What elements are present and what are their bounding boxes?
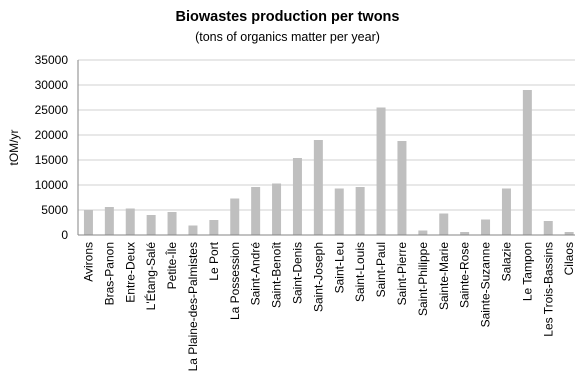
x-tick-label: Bras-Panon bbox=[102, 242, 116, 305]
x-tick-label: Avirons bbox=[81, 242, 95, 282]
bar bbox=[501, 188, 511, 235]
chart-title: Biowastes production per twons bbox=[175, 9, 400, 25]
x-tick-label: Sainte-Rose bbox=[458, 242, 472, 308]
y-tick-label: 35000 bbox=[35, 53, 69, 67]
y-axis-label: tOM/yr bbox=[7, 130, 21, 166]
x-tick-label: Cilaos bbox=[562, 242, 575, 275]
x-tick-label: Saint-Benoît bbox=[270, 241, 284, 308]
bar bbox=[83, 210, 93, 235]
chart-subtitle: (tons of organics matter per year) bbox=[195, 30, 380, 44]
bar bbox=[439, 213, 449, 235]
x-tick-label: Le Port bbox=[207, 241, 221, 280]
bar bbox=[460, 232, 470, 235]
y-tick-label: 25000 bbox=[35, 103, 69, 117]
x-tick-label: Saint-Joseph bbox=[311, 242, 325, 312]
bar bbox=[376, 107, 386, 235]
bar bbox=[397, 141, 407, 235]
x-tick-label: Saint-Philippe bbox=[416, 242, 430, 316]
x-tick-label: Sainte-Marie bbox=[437, 242, 451, 310]
bar bbox=[355, 187, 365, 235]
bar bbox=[125, 208, 135, 235]
x-tick-label: Saint-André bbox=[249, 242, 263, 306]
x-tick-label: Saint-Pierre bbox=[395, 242, 409, 306]
bar bbox=[334, 188, 344, 235]
bar bbox=[209, 220, 219, 235]
x-tick-label: Saint-Paul bbox=[374, 242, 388, 297]
x-tick-label: Les Trois-Bassins bbox=[541, 242, 555, 337]
bar bbox=[167, 212, 177, 235]
x-tick-label: La Possession bbox=[228, 242, 242, 320]
x-tick-label: Entre-Deux bbox=[123, 242, 137, 303]
x-tick-label: Le Tampon bbox=[520, 242, 534, 301]
bar bbox=[481, 219, 491, 235]
y-tick-label: 0 bbox=[61, 228, 68, 242]
x-tick-label: Saint-Denis bbox=[290, 242, 304, 304]
bar bbox=[188, 225, 198, 235]
x-tick-label: La Plaine-des-Palmistes bbox=[186, 242, 200, 371]
x-tick-label: Saint-Leu bbox=[332, 242, 346, 293]
y-tick-label: 5000 bbox=[41, 203, 68, 217]
y-tick-label: 20000 bbox=[35, 128, 69, 142]
x-tick-label: L'Étang-Salé bbox=[143, 242, 158, 311]
x-tick-label: Salazie bbox=[499, 242, 513, 282]
bar bbox=[313, 140, 323, 235]
bar bbox=[543, 221, 553, 235]
y-tick-label: 10000 bbox=[35, 178, 69, 192]
y-tick-label: 30000 bbox=[35, 78, 69, 92]
x-tick-label: Petite-Île bbox=[164, 242, 179, 290]
bar bbox=[564, 232, 574, 235]
bar bbox=[292, 158, 302, 235]
bar bbox=[418, 230, 428, 235]
bar bbox=[272, 183, 282, 235]
y-tick-label: 15000 bbox=[35, 153, 69, 167]
x-tick-label: Sainte-Suzanne bbox=[479, 242, 493, 328]
bar bbox=[522, 90, 532, 235]
bar bbox=[146, 215, 156, 235]
x-tick-label: Saint-Louis bbox=[353, 242, 367, 302]
bar bbox=[230, 198, 240, 235]
bar bbox=[251, 187, 261, 235]
bar bbox=[104, 207, 114, 235]
